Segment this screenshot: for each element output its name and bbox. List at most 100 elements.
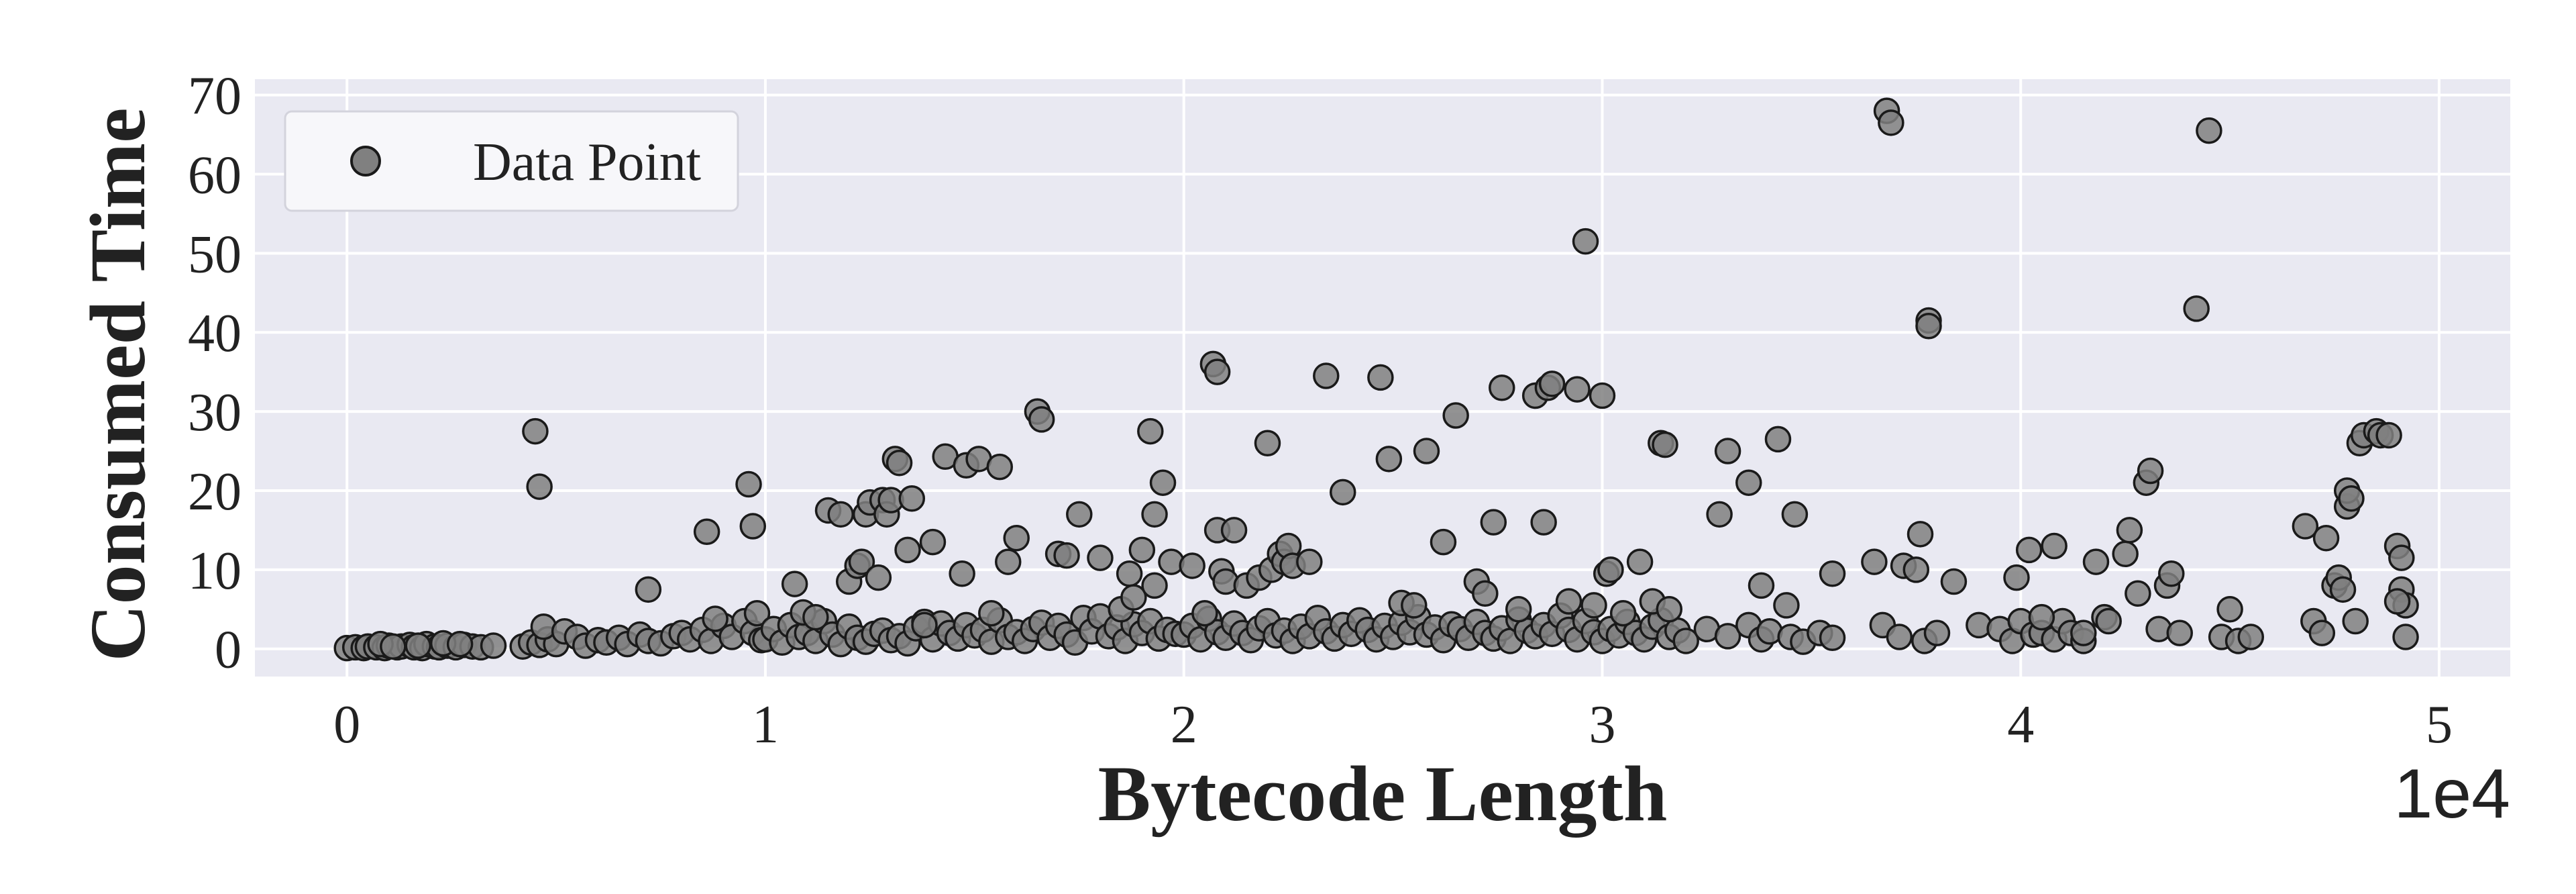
- data-point: [1028, 406, 1055, 433]
- data-point: [2342, 607, 2369, 635]
- data-point: [2112, 540, 2139, 568]
- data-point: [1915, 313, 1942, 340]
- data-point: [1220, 517, 1248, 544]
- data-point: [2137, 457, 2164, 485]
- data-point: [1530, 509, 1557, 536]
- y-axis-ticks: 0 10 20 30 40 50 60 70: [188, 67, 241, 680]
- data-point: [735, 470, 762, 498]
- data-point: [1714, 623, 1741, 650]
- data-point: [1367, 364, 1394, 391]
- data-point: [2375, 421, 2402, 449]
- data-point: [2216, 596, 2243, 623]
- legend-marker: [350, 146, 381, 177]
- data-point: [526, 473, 553, 500]
- data-point: [1580, 592, 1607, 619]
- data-point: [522, 417, 549, 445]
- data-point: [865, 564, 892, 591]
- data-point: [1672, 628, 1699, 654]
- data-point: [949, 560, 975, 587]
- data-point: [1489, 374, 1515, 401]
- data-point: [1907, 521, 1934, 548]
- data-point: [1819, 560, 1846, 587]
- data-point: [635, 576, 662, 603]
- data-point: [2237, 624, 2265, 650]
- data-point: [405, 632, 432, 659]
- data-point: [1116, 560, 1143, 587]
- data-point: [1296, 548, 1323, 575]
- data-point: [2388, 544, 2415, 571]
- data-point: [1923, 619, 1951, 646]
- data-point: [894, 536, 921, 564]
- data-point: [1401, 592, 1428, 619]
- legend-label: Data Point: [473, 133, 701, 192]
- x-tick-label: 4: [2007, 695, 2034, 754]
- data-point: [848, 548, 875, 575]
- data-point: [802, 603, 829, 631]
- data-point: [2041, 532, 2068, 560]
- data-point: [1902, 556, 1930, 583]
- data-point: [480, 632, 507, 659]
- data-point: [1735, 469, 1762, 496]
- data-point: [1191, 599, 1218, 627]
- data-point: [1861, 548, 1888, 575]
- data-point: [1480, 509, 1507, 536]
- y-tick-label: 60: [188, 146, 241, 205]
- legend: Data Point: [284, 110, 739, 212]
- data-point: [693, 518, 720, 546]
- y-tick-label: 20: [188, 462, 241, 522]
- data-point: [2095, 607, 2122, 635]
- data-point: [2312, 524, 2340, 552]
- data-point: [1087, 544, 1114, 571]
- data-point: [781, 570, 808, 597]
- data-point: [1053, 542, 1080, 569]
- data-point: [1254, 430, 1281, 457]
- data-point: [2392, 624, 2419, 650]
- data-point: [986, 453, 1014, 481]
- data-point: [1886, 624, 1913, 650]
- data-point: [2116, 517, 2143, 544]
- data-point: [1706, 501, 1733, 528]
- data-point: [1066, 501, 1093, 528]
- data-point: [2028, 603, 2055, 631]
- data-point: [1120, 584, 1147, 611]
- data-point: [2383, 588, 2411, 615]
- data-point: [446, 630, 474, 658]
- data-point: [1555, 588, 1582, 615]
- data-point: [1179, 552, 1205, 579]
- data-point: [1413, 438, 1440, 464]
- data-point: [1609, 599, 1637, 627]
- x-tick-label: 2: [1171, 695, 1197, 754]
- data-points: [333, 97, 2419, 662]
- data-point: [1748, 572, 1775, 599]
- data-point: [1149, 469, 1177, 496]
- data-point: [1538, 370, 1566, 397]
- data-point: [2196, 117, 2222, 144]
- data-point: [919, 528, 947, 556]
- data-point: [1313, 362, 1340, 389]
- x-axis-ticks: 0 1 2 3 4 5: [333, 695, 2453, 754]
- x-axis-title: Bytecode Length: [1098, 750, 1668, 838]
- y-tick-label: 50: [188, 225, 241, 284]
- data-point: [2183, 295, 2210, 322]
- data-point: [743, 599, 771, 627]
- data-point: [1626, 548, 1654, 575]
- data-point: [827, 501, 854, 528]
- data-point: [1141, 572, 1168, 599]
- data-point: [885, 449, 913, 477]
- data-point: [1329, 479, 1356, 506]
- x-tick-label: 1: [752, 695, 779, 754]
- x-tick-label: 3: [1589, 695, 1615, 754]
- data-point: [1764, 426, 1792, 453]
- data-point: [2158, 560, 2185, 587]
- data-point: [1714, 438, 1741, 464]
- data-point: [1430, 528, 1457, 556]
- data-point: [2003, 564, 2030, 591]
- data-point: [1003, 524, 1030, 552]
- data-point: [1203, 358, 1231, 385]
- data-point: [2070, 619, 2097, 646]
- y-tick-label: 30: [188, 383, 241, 442]
- x-tick-label: 5: [2426, 695, 2453, 754]
- data-point: [994, 548, 1022, 575]
- y-tick-label: 0: [215, 621, 241, 680]
